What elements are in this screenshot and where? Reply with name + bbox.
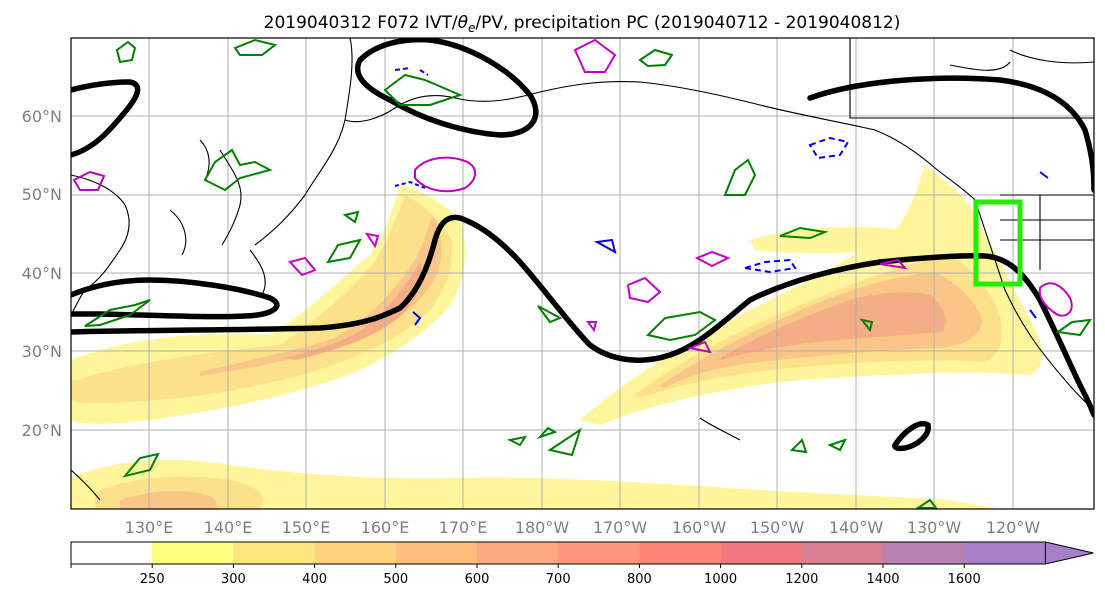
lon-label: 160°E [361, 518, 410, 537]
colorbar-segment [395, 542, 478, 564]
lon-label: 180°W [515, 518, 570, 537]
lon-label: 140°E [204, 518, 253, 537]
theta-e-contour-west-loop [71, 277, 280, 320]
colorbar-extend-arrow [1044, 541, 1094, 565]
coastlines [71, 38, 1094, 501]
colorbar-tick-label: 1200 [785, 572, 818, 587]
colorbar-tick-label: 250 [140, 572, 165, 587]
lon-label: 130°E [125, 518, 174, 537]
colorbar-tick-label: 1600 [948, 572, 981, 587]
latitude-labels: 60°N 50°N 40°N 30°N 20°N [22, 107, 62, 440]
colorbar-segment [558, 542, 640, 564]
lon-label: 160°W [672, 518, 727, 537]
lat-label: 40°N [22, 264, 62, 283]
lat-label: 50°N [22, 185, 62, 204]
lon-label: 150°W [750, 518, 805, 537]
lat-label: 30°N [22, 342, 62, 361]
colorbar-tick-label: 500 [383, 572, 408, 587]
colorbar-segment [883, 542, 965, 564]
lon-label: 170°E [439, 518, 488, 537]
colorbar: 250 300 400 500 600 700 800 1000 1200 1400 1600 [70, 541, 1094, 587]
lat-label: 20°N [22, 421, 62, 440]
map-panel [71, 38, 1094, 509]
lon-label: 170°W [593, 518, 648, 537]
colorbar-segment [720, 542, 803, 564]
colorbar-tick-label: 800 [627, 572, 652, 587]
lon-label: 120°W [986, 518, 1041, 537]
colorbar-tick-label: 700 [546, 572, 571, 587]
theta-e-contour-nw [71, 79, 141, 158]
figure-title: 2019040312 F072 IVT/θe/PV, precipitation… [264, 13, 901, 35]
map-frame [70, 37, 1095, 510]
lon-label: 150°E [282, 518, 331, 537]
colorbar-tick-label: 1400 [866, 572, 899, 587]
colorbar-segment [233, 542, 316, 564]
theta-e-contour-alaska [807, 75, 1094, 193]
colorbar-segment [964, 542, 1046, 564]
colorbar-segment [801, 542, 884, 564]
lat-label: 60°N [22, 107, 62, 126]
theta-e-contour-hawaii [892, 421, 931, 452]
colorbar-tick-label: 300 [221, 572, 246, 587]
theta-e-contour-kamchatka [355, 38, 539, 138]
lon-label: 130°W [907, 518, 962, 537]
ivt-plume-subtropical [71, 459, 1000, 509]
pv-blue-contours [394, 67, 1049, 326]
colorbar-segment [152, 542, 234, 564]
longitude-labels: 130°E 140°E 150°E 160°E 170°E 180°W 170°… [125, 518, 1041, 537]
lon-label: 140°W [829, 518, 884, 537]
colorbar-tick-label: 1000 [704, 572, 737, 587]
pv-magenta-contours [72, 38, 1073, 354]
colorbar-segment [71, 542, 153, 564]
colorbar-segment [477, 542, 559, 564]
colorbar-segment [639, 542, 722, 564]
colorbar-tick-label: 600 [465, 572, 490, 587]
colorbar-segment [314, 542, 397, 564]
colorbar-tick-label: 400 [302, 572, 327, 587]
pv-green-contours [84, 38, 1093, 509]
target-region-box [973, 199, 1023, 287]
